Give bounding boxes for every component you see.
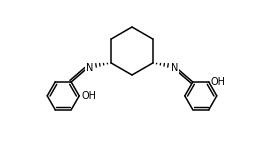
Text: OH: OH [81,91,96,101]
Text: N: N [171,63,178,73]
Text: N: N [86,63,93,73]
Text: OH: OH [211,77,226,87]
